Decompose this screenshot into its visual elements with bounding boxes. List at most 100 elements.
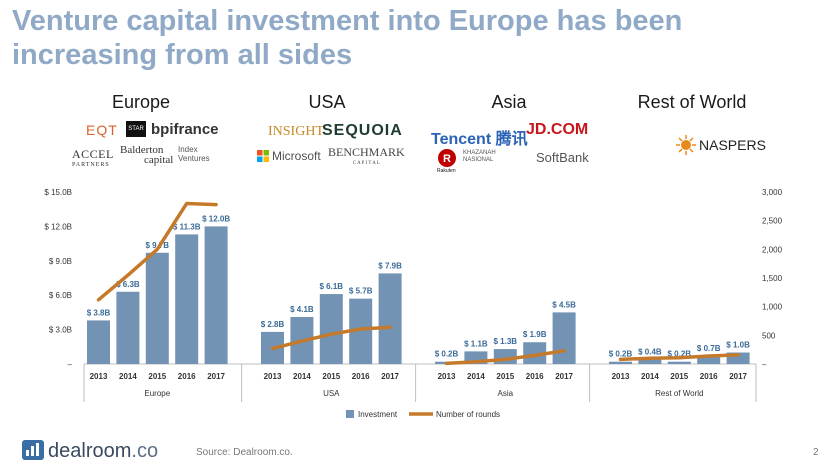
bar-investment — [552, 312, 576, 364]
index-ventures-logo: Index Ventures — [178, 145, 210, 163]
x-tick-label: 2017 — [555, 372, 573, 381]
bar-data-label: $ 0.2B — [609, 350, 633, 359]
rakuten-icon: R — [438, 149, 456, 167]
bar-investment — [349, 298, 373, 364]
benchmark-logo: BENCHMARK C A P I T A L — [328, 145, 405, 169]
rakuten-logo: R Rakuten — [437, 148, 457, 174]
insight-logo: INSIGHT — [268, 124, 324, 139]
naspers-logo-text: NASPERS — [699, 137, 766, 153]
khazanah-logo-text: KHAZANAH — [463, 150, 496, 156]
right-axis-tick-label: 2,500 — [762, 217, 783, 226]
bar-data-label: $ 0.7B — [697, 344, 721, 353]
bar-data-label: $ 4.1B — [290, 305, 314, 314]
x-tick-label: 2013 — [90, 372, 108, 381]
bar-data-label: $ 2.8B — [261, 320, 285, 329]
softbank-logo: SoftBank — [536, 150, 589, 165]
accel-logo: ACCEL PARTNERS — [72, 147, 114, 168]
bar-investment — [319, 294, 343, 364]
bar-investment — [726, 352, 750, 364]
x-tick-label: 2015 — [148, 372, 166, 381]
x-tick-label: 2017 — [729, 372, 747, 381]
left-axis-tick-label: $ 15.0B — [44, 188, 72, 197]
bar-investment — [667, 361, 691, 364]
x-tick-label: 2017 — [207, 372, 225, 381]
region-header-usa: USA — [308, 92, 346, 112]
slide-title: Venture capital investment into Europe h… — [12, 5, 683, 71]
legend-label-investment: Investment — [358, 410, 398, 419]
region-header-rest-of-world: Rest of World — [637, 92, 747, 112]
bar-data-label: $ 4.5B — [552, 300, 576, 309]
page-number: 2 — [813, 447, 819, 458]
x-tick-label: 2016 — [178, 372, 196, 381]
sequoia-logo: SEQUOIA — [322, 122, 403, 139]
bpifrance-logo: bpifrance — [151, 121, 219, 138]
bar-investment — [145, 252, 169, 364]
line-number-of-rounds — [618, 353, 740, 362]
left-axis-tick-label: $ 9.0B — [49, 257, 72, 266]
region-header-asia: Asia — [491, 92, 527, 112]
bar-investment — [116, 291, 140, 364]
bar-data-label: $ 9.7B — [146, 241, 170, 250]
dealroom-brand-suffix: .co — [131, 440, 159, 462]
bar-investment — [523, 342, 547, 364]
left-axis-tick-label: $ 6.0B — [49, 291, 72, 300]
bar-investment — [204, 226, 228, 364]
x-tick-label: 2017 — [381, 372, 399, 381]
benchmark-logo-text: BENCHMARK — [328, 145, 405, 159]
microsoft-logo: Microsoft — [257, 149, 321, 163]
bar-data-label: $ 7.9B — [378, 261, 402, 270]
legend-swatch-investment — [346, 410, 354, 418]
bar-data-label: $ 1.3B — [494, 337, 518, 346]
source-note: Source: Dealroom.co. — [196, 447, 293, 458]
microsoft-icon — [257, 150, 269, 162]
naspers-logo: NASPERS — [676, 135, 766, 155]
khazanah-logo: KHAZANAH NASIONAL — [463, 150, 496, 164]
x-tick-label: 2016 — [526, 372, 544, 381]
balderton-logo: Balderton capital — [120, 144, 173, 166]
right-axis-tick-label: 500 — [762, 331, 776, 340]
eqt-logo: EQT — [86, 122, 118, 138]
right-axis-tick-label: 2,000 — [762, 245, 783, 254]
right-axis-tick-label: 3,000 — [762, 188, 783, 197]
khazanah-logo-sub: NASIONAL — [463, 157, 494, 163]
bar-investment — [378, 273, 402, 364]
tencent-logo: Tencent 腾讯 — [431, 131, 528, 148]
bar-data-label: $ 5.7B — [349, 287, 373, 296]
bar-data-label: $ 6.1B — [320, 282, 344, 291]
dealroom-logo: dealroom.co — [22, 440, 158, 463]
x-tick-label: 2013 — [264, 372, 282, 381]
dealroom-brand: dealroom — [48, 440, 132, 462]
accel-logo-text: ACCEL — [72, 147, 114, 161]
index-logo-sub: Ventures — [178, 154, 210, 163]
x-tick-label: 2014 — [641, 372, 659, 381]
x-tick-label: 2014 — [293, 372, 311, 381]
x-tick-label: 2013 — [612, 372, 630, 381]
benchmark-logo-sub: C A P I T A L — [352, 161, 380, 166]
group-label: Europe — [144, 389, 170, 398]
left-axis-tick-label: – — [68, 360, 73, 369]
right-axis-tick-label: – — [762, 360, 767, 369]
microsoft-logo-text: Microsoft — [272, 149, 321, 163]
balderton-logo-text: Balderton — [120, 144, 164, 156]
bar-data-label: $ 12.0B — [202, 214, 230, 223]
line-number-of-rounds — [444, 349, 566, 366]
bar-data-label: $ 0.2B — [435, 350, 459, 359]
x-tick-label: 2016 — [700, 372, 718, 381]
bar-investment — [697, 355, 721, 364]
accel-logo-sub: PARTNERS — [72, 162, 110, 168]
bar-data-label: $ 1.0B — [726, 341, 750, 350]
x-tick-label: 2014 — [119, 372, 137, 381]
bar-data-label: $ 6.3B — [116, 280, 140, 289]
x-tick-label: 2016 — [352, 372, 370, 381]
x-tick-label: 2015 — [496, 372, 514, 381]
bar-data-label: $ 1.1B — [464, 339, 488, 348]
x-tick-label: 2014 — [467, 372, 485, 381]
legend-label-rounds: Number of rounds — [436, 410, 500, 419]
left-axis-tick-label: $ 3.0B — [49, 326, 72, 335]
bar-data-label: $ 3.8B — [87, 308, 111, 317]
right-axis-tick-label: 1,000 — [762, 303, 783, 312]
dealroom-icon — [22, 440, 44, 460]
line-number-of-rounds — [96, 201, 218, 302]
group-label: Asia — [498, 389, 514, 398]
bar-investment — [175, 234, 199, 364]
